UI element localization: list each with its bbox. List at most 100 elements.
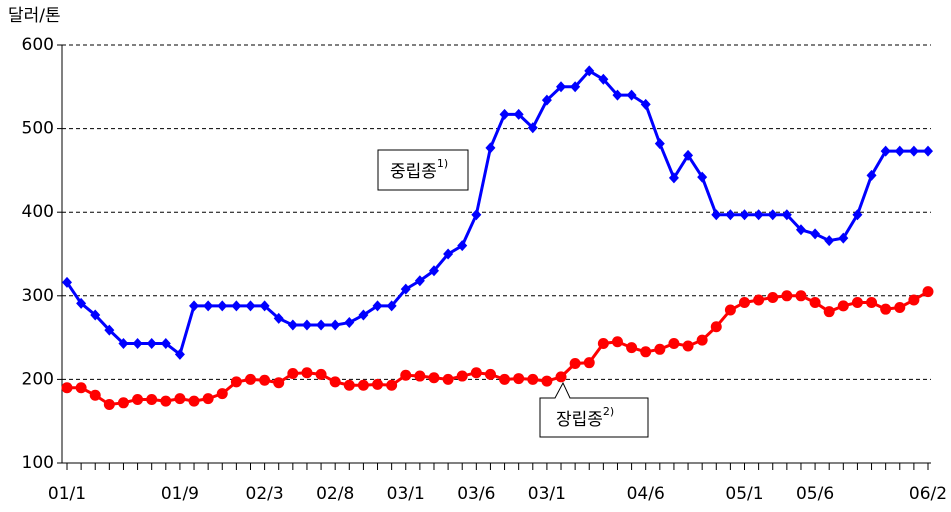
x-tick-label: 05/6 [796, 484, 834, 504]
point [301, 367, 313, 379]
point [146, 393, 158, 405]
point [597, 337, 609, 349]
series-note: 2) [603, 405, 614, 418]
x-tick-label: 02/8 [316, 484, 354, 504]
point [852, 209, 863, 221]
point [216, 388, 228, 400]
x-tick-label: 03/6 [457, 484, 495, 504]
point [781, 209, 792, 221]
y-tick-label: 200 [22, 369, 54, 389]
point [654, 343, 666, 355]
point [230, 376, 242, 388]
point [809, 296, 821, 308]
point [245, 300, 256, 312]
point [203, 300, 214, 312]
point [76, 297, 87, 309]
x-tick-label: 06/2 [909, 484, 947, 504]
point [273, 377, 285, 389]
callout-box [377, 149, 469, 191]
point [61, 382, 73, 394]
point [683, 149, 694, 161]
point [484, 368, 496, 380]
point [372, 300, 383, 312]
point [414, 370, 426, 382]
x-tick-label: 01/1 [48, 484, 86, 504]
point [880, 303, 892, 315]
point [824, 235, 835, 247]
series-name: 장립종 [556, 410, 603, 430]
x-tick-label: 04/6 [627, 484, 665, 504]
point [188, 395, 200, 407]
point [725, 209, 736, 221]
y-tick-label: 400 [22, 202, 54, 222]
point [908, 294, 920, 306]
point [442, 373, 454, 385]
series-name: 중립종 [390, 162, 437, 182]
point [697, 171, 708, 183]
point [315, 368, 327, 380]
point [330, 319, 341, 331]
point [894, 302, 906, 314]
point [244, 373, 256, 385]
callout-label: 중립종1) [390, 157, 448, 182]
point [456, 370, 468, 382]
point [62, 276, 72, 288]
point [612, 89, 623, 101]
point [358, 309, 369, 321]
point [174, 348, 185, 360]
point [471, 209, 482, 221]
callouts: 중립종1) 장립종2) [377, 149, 649, 438]
point [90, 309, 101, 321]
point [837, 300, 849, 312]
point [301, 319, 312, 331]
point [527, 373, 539, 385]
point [89, 389, 101, 401]
point [189, 300, 200, 312]
point [400, 283, 411, 295]
point [781, 290, 793, 302]
point [470, 367, 482, 379]
point [329, 376, 341, 388]
point [513, 373, 525, 385]
point [499, 108, 510, 120]
point [570, 81, 581, 93]
point [344, 317, 355, 329]
point [866, 296, 878, 308]
point [541, 375, 553, 387]
point [668, 172, 679, 184]
point [357, 379, 369, 391]
point [287, 368, 299, 380]
point [499, 373, 511, 385]
point [880, 145, 891, 157]
point [104, 324, 115, 336]
point [414, 275, 425, 287]
point [103, 398, 115, 410]
point [541, 94, 552, 106]
point [724, 304, 736, 316]
point [146, 337, 157, 349]
point [117, 397, 129, 409]
x-tick-label: 01/9 [161, 484, 199, 504]
point [923, 145, 933, 157]
point [668, 337, 680, 349]
point [584, 65, 595, 77]
point [428, 265, 439, 277]
point [795, 224, 806, 236]
point [838, 232, 849, 244]
point [767, 291, 779, 303]
point [696, 334, 708, 346]
point [202, 393, 214, 405]
point [513, 108, 524, 120]
point [640, 346, 652, 358]
point [583, 357, 595, 369]
x-tick-label: 02/3 [246, 484, 284, 504]
point [174, 393, 186, 405]
point [626, 89, 637, 101]
point [739, 296, 751, 308]
point [556, 81, 567, 93]
point [851, 296, 863, 308]
point [386, 300, 397, 312]
point [739, 209, 750, 221]
point [259, 300, 270, 312]
